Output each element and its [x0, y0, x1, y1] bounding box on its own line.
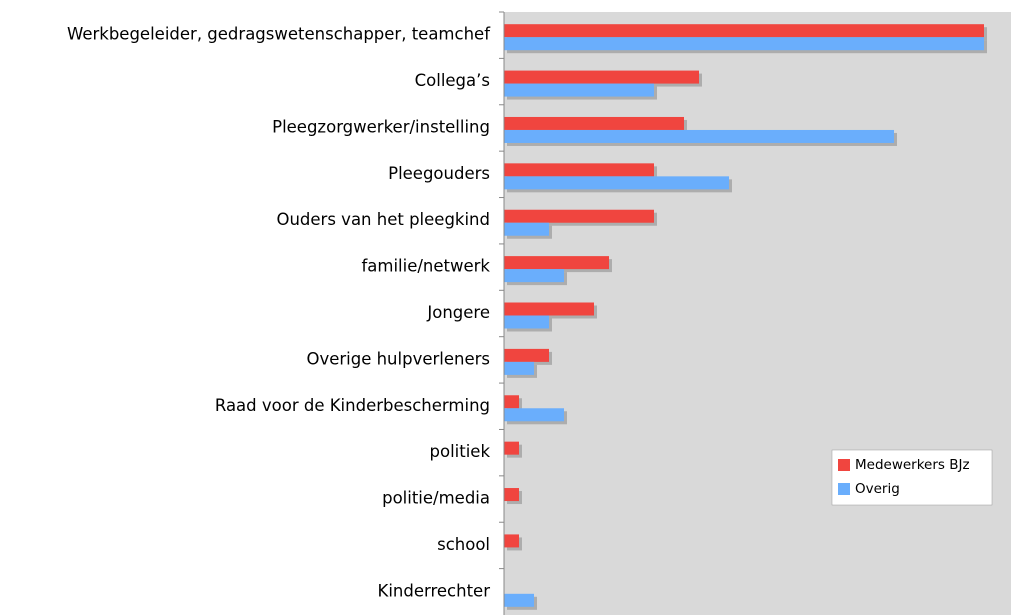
y-tick-label: Kinderrechter [378, 581, 491, 600]
legend: Medewerkers BJz Overig [831, 449, 993, 506]
y-tick-label: Pleegouders [388, 164, 490, 183]
y-tick-label: Ouders van het pleegkind [276, 210, 490, 229]
bar [504, 593, 534, 607]
bar [504, 163, 654, 177]
marks [504, 24, 987, 610]
y-tick-label: politie/media [382, 489, 490, 508]
legend-swatch [838, 459, 850, 471]
bar [504, 222, 549, 236]
bar [504, 408, 564, 422]
bar [504, 209, 654, 223]
legend-label: Overig [855, 481, 900, 497]
y-tick-label: politiek [430, 442, 491, 461]
y-tick-label: Werkbegeleider, gedragswetenschapper, te… [67, 25, 491, 44]
legend-label: Medewerkers BJz [855, 457, 970, 473]
bar [504, 176, 729, 190]
bar [504, 395, 519, 409]
bar [504, 256, 609, 270]
bar [504, 348, 549, 362]
y-tick-label: familie/netwerk [361, 257, 490, 276]
bar [504, 361, 534, 375]
bar [504, 83, 654, 97]
y-tick-label: Pleegzorgwerker/instelling [272, 117, 490, 136]
bar [504, 441, 519, 455]
y-tick-label: Overige hulpverleners [306, 349, 490, 368]
y-tick-label: Raad voor de Kinderbescherming [215, 396, 490, 415]
bar [504, 129, 894, 143]
bar [504, 70, 699, 84]
y-tick-label: Collega’s [415, 71, 490, 90]
bar [504, 37, 984, 51]
legend-box [831, 449, 993, 506]
y-tick-label: school [437, 535, 490, 554]
y-tick-label: Jongere [426, 303, 490, 322]
bar [504, 534, 519, 548]
legend-swatch [838, 483, 850, 495]
bar [504, 315, 549, 329]
bar [504, 269, 564, 283]
bar [504, 302, 594, 316]
bar [504, 488, 519, 502]
bar [504, 24, 984, 38]
bar [504, 116, 684, 130]
